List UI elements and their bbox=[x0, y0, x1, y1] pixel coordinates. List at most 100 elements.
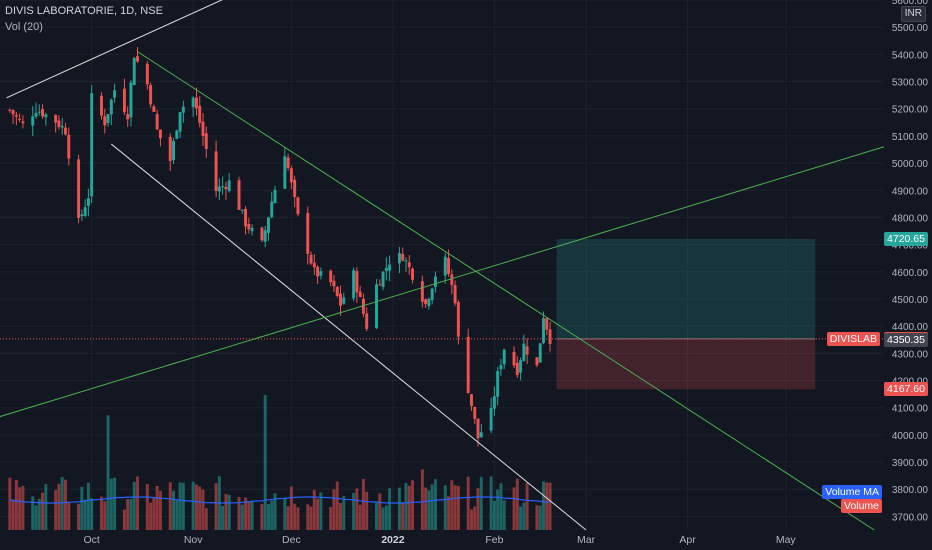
candle-body bbox=[155, 114, 159, 130]
volume-bar bbox=[545, 482, 549, 530]
candle-body bbox=[420, 281, 424, 302]
candle-body bbox=[319, 271, 323, 276]
candle-body bbox=[411, 268, 415, 280]
price-tick-label: 3900.00 bbox=[892, 458, 929, 469]
volume-bar bbox=[204, 508, 208, 530]
candle-body bbox=[224, 186, 228, 190]
candle-body bbox=[175, 130, 179, 139]
volume-bar bbox=[8, 477, 12, 530]
candle-body bbox=[83, 207, 87, 216]
volume-bar bbox=[548, 482, 552, 530]
volume-bar bbox=[103, 501, 107, 530]
trendline-ascending-support[interactable] bbox=[0, 146, 885, 419]
candle-body bbox=[404, 260, 408, 262]
candle-body bbox=[443, 256, 447, 276]
candle-body bbox=[335, 286, 339, 296]
candle-body bbox=[519, 360, 523, 373]
candle-body bbox=[214, 151, 218, 191]
volume-bar bbox=[469, 509, 473, 530]
candle-body bbox=[201, 121, 205, 136]
candle-body bbox=[512, 351, 516, 366]
candle-body bbox=[407, 262, 411, 268]
stop-zone[interactable] bbox=[556, 338, 816, 390]
volume-bar bbox=[381, 507, 385, 530]
candle-body bbox=[499, 365, 503, 370]
trendline-descending-resistance[interactable] bbox=[137, 51, 875, 531]
volume-bar bbox=[194, 484, 198, 530]
indicator-label: Vol (20) bbox=[5, 21, 43, 33]
candle-body bbox=[37, 111, 41, 113]
volume-bar bbox=[247, 501, 251, 530]
candle-body bbox=[152, 106, 156, 112]
volume-bar bbox=[90, 498, 94, 530]
price-tick-label: 4800.00 bbox=[892, 213, 929, 224]
volume-bar bbox=[80, 487, 84, 530]
time-axis-bg bbox=[0, 530, 932, 550]
trendlines[interactable] bbox=[0, 0, 885, 531]
candle-body bbox=[57, 120, 61, 127]
price-axis[interactable]: 3700.00 3800.00 3900.00 4000.00 4100.00 4200.… bbox=[884, 0, 932, 550]
time-tick-label: Oct bbox=[84, 534, 100, 546]
volume-bar bbox=[34, 505, 38, 530]
volume-bar bbox=[433, 479, 437, 530]
candle-body bbox=[90, 93, 94, 197]
volume-bar bbox=[178, 482, 182, 530]
volume-bar bbox=[427, 490, 431, 530]
volume-bar bbox=[240, 504, 244, 530]
volume-bar bbox=[136, 476, 139, 530]
volume-bar bbox=[450, 480, 454, 530]
volume-bar bbox=[149, 502, 153, 530]
candle-body bbox=[286, 157, 290, 169]
volume-bar bbox=[411, 480, 415, 530]
volume-legend-tag: Volume MA bbox=[822, 485, 882, 499]
candle-body bbox=[132, 57, 136, 86]
trendline-lower-channel[interactable] bbox=[111, 143, 587, 531]
volume-bar bbox=[191, 481, 195, 530]
candle-body bbox=[306, 212, 310, 255]
candle-body bbox=[126, 113, 130, 120]
candle-body bbox=[109, 99, 113, 115]
volume-bar bbox=[312, 489, 316, 530]
price-tick-label: 3700.00 bbox=[892, 512, 929, 523]
candle-body bbox=[181, 106, 185, 113]
candle-body bbox=[18, 118, 22, 120]
candle-body bbox=[453, 285, 457, 304]
price-tag: 4167.60 bbox=[884, 382, 928, 397]
volume-bar bbox=[18, 487, 22, 530]
volume-bar bbox=[512, 487, 516, 530]
position-zones[interactable] bbox=[0, 239, 884, 390]
price-tick-label: 4100.00 bbox=[892, 404, 929, 415]
candle-body bbox=[473, 407, 477, 419]
volume-bar bbox=[83, 499, 87, 530]
candle-body bbox=[433, 276, 437, 287]
target-zone[interactable] bbox=[556, 239, 816, 339]
candle-body bbox=[538, 343, 542, 363]
candle-body bbox=[21, 121, 25, 124]
volume-bar bbox=[175, 499, 179, 530]
volume-bar bbox=[172, 490, 175, 530]
candle-body bbox=[149, 85, 153, 105]
candle-body bbox=[67, 134, 71, 159]
candle-body bbox=[31, 116, 35, 126]
volume-bar bbox=[181, 482, 185, 530]
volume-bar bbox=[538, 505, 542, 530]
candle-body bbox=[424, 299, 428, 305]
candle-body bbox=[11, 110, 15, 115]
candle-body bbox=[80, 214, 84, 217]
candle-body bbox=[358, 291, 362, 297]
volume-bar bbox=[270, 500, 274, 530]
trendline-upper-channel[interactable] bbox=[6, 0, 246, 99]
candle-body bbox=[293, 179, 297, 197]
time-axis[interactable]: Oct Nov Dec 2022 Feb Mar Apr May bbox=[0, 530, 932, 550]
volume-bar bbox=[447, 496, 451, 530]
volume-bar bbox=[339, 503, 342, 530]
volume-bar bbox=[283, 498, 287, 530]
candle-body bbox=[289, 168, 293, 183]
volume-legend-tag: Volume bbox=[840, 499, 882, 513]
candle-body bbox=[388, 264, 392, 271]
volume-bar bbox=[316, 498, 320, 530]
volume-bar bbox=[489, 476, 493, 530]
candle-body bbox=[178, 112, 182, 132]
candle-body bbox=[381, 271, 385, 287]
